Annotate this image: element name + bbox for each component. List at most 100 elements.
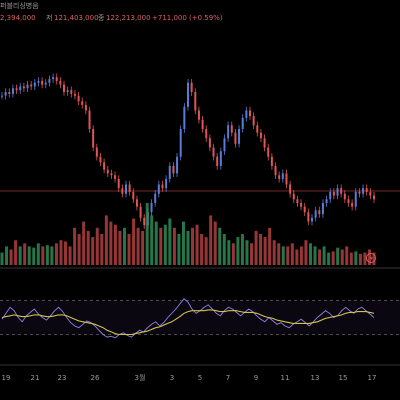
candle-body [216, 156, 219, 166]
candle-body [362, 188, 365, 194]
candle-body [347, 199, 350, 203]
candle-body [26, 84, 29, 89]
volume-bar [272, 240, 276, 265]
volume-bar [95, 227, 99, 265]
candle-body [139, 206, 142, 218]
volume-bar [0, 252, 4, 265]
volume-bar [5, 246, 9, 265]
candle-body [99, 156, 102, 163]
volume-bar [122, 227, 126, 265]
volume-bar [327, 252, 331, 265]
volume-bar [313, 246, 317, 265]
candle-body [270, 156, 273, 166]
candle-body [176, 156, 179, 174]
candle-body [106, 169, 109, 174]
candle-body [81, 101, 84, 105]
candle-body [278, 175, 281, 179]
candle-body [201, 119, 204, 129]
volume-bar [227, 240, 231, 265]
candle-body [70, 90, 73, 94]
volume-bar [209, 215, 213, 265]
candle-body [125, 184, 127, 194]
header-change: +711,000 (+0.59%) [152, 14, 223, 22]
volume-bar [286, 246, 290, 265]
candle-body [336, 188, 339, 196]
candle-body [296, 199, 299, 203]
candle-body [55, 77, 58, 81]
candle-body [351, 203, 354, 207]
volume-bar [68, 246, 72, 265]
rsi-series [1, 298, 375, 339]
volume-bar [132, 218, 136, 265]
candle-body [117, 178, 120, 189]
volume-bar [358, 253, 362, 265]
volume-bar [32, 247, 36, 265]
volume-bar [113, 224, 117, 265]
x-tick-label: 5 [198, 374, 202, 382]
volume-bar [318, 249, 322, 265]
volume-bar [231, 243, 235, 265]
volume-bar [145, 203, 149, 265]
candle-body [252, 116, 255, 126]
candle-body [241, 117, 244, 129]
candle-body [157, 184, 160, 194]
candle-body [165, 178, 168, 189]
volume-bar [200, 234, 204, 265]
volume-bar [177, 234, 181, 265]
volume-bar [240, 234, 244, 265]
candle-body [303, 206, 306, 213]
candle-body [249, 110, 251, 117]
candle-body [274, 166, 277, 176]
candle-body [44, 82, 47, 85]
volume-bar [299, 246, 303, 265]
candle-body [114, 175, 117, 179]
candle-body [19, 86, 22, 91]
volume-bar [73, 227, 77, 265]
candle-body [197, 110, 200, 120]
candle-body [311, 217, 313, 222]
volume-bar [191, 227, 195, 265]
candle-body [325, 199, 328, 203]
header-close-label: 저 [46, 13, 52, 22]
volume-bar [118, 230, 122, 265]
volume-bar [82, 221, 86, 265]
x-tick-label: 13 [311, 374, 320, 382]
volume-bar [222, 234, 226, 265]
candle-body [121, 188, 124, 194]
candle-body [37, 80, 40, 83]
candle-body [373, 195, 375, 200]
candlestick-series [1, 73, 375, 229]
candle-body [15, 88, 18, 91]
candle-body [318, 210, 321, 215]
candle-body [52, 77, 55, 80]
candle-body [227, 125, 230, 139]
volume-bar [86, 230, 90, 265]
volume-bar [259, 234, 263, 265]
volume-bar [236, 237, 240, 265]
candle-body [150, 203, 153, 213]
candle-body [321, 203, 324, 215]
candle-body [30, 84, 33, 87]
candle-body [48, 79, 51, 83]
candle-body [132, 191, 135, 200]
candle-body [135, 199, 138, 207]
volume-bar [64, 241, 68, 265]
volume-bar [331, 251, 335, 265]
header-prefix: 퍼블리싱병음 [0, 1, 39, 10]
candle-body [11, 88, 14, 94]
flash-icon[interactable] [366, 253, 376, 263]
volume-bar [218, 227, 222, 265]
volume-bar [172, 227, 176, 265]
volume-bar [363, 252, 367, 265]
candle-body [340, 188, 343, 194]
volume-bar [304, 240, 308, 265]
candle-body [289, 184, 292, 194]
volume-bar [54, 243, 58, 265]
volume-bar [354, 251, 358, 265]
volume-bar [77, 234, 81, 265]
candle-body [73, 93, 76, 96]
volume-bar [150, 215, 154, 265]
volume-bar [18, 246, 22, 265]
